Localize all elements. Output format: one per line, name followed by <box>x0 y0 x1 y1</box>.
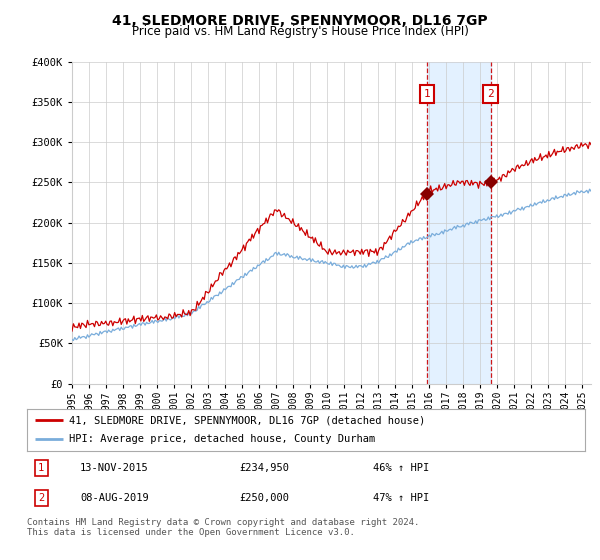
Text: 47% ↑ HPI: 47% ↑ HPI <box>373 493 429 503</box>
Text: £234,950: £234,950 <box>239 463 289 473</box>
Text: 2: 2 <box>487 89 494 99</box>
Text: 41, SLEDMORE DRIVE, SPENNYMOOR, DL16 7GP: 41, SLEDMORE DRIVE, SPENNYMOOR, DL16 7GP <box>112 14 488 28</box>
Text: 1: 1 <box>424 89 431 99</box>
Text: £250,000: £250,000 <box>239 493 289 503</box>
Bar <box>427 62 491 384</box>
Text: 08-AUG-2019: 08-AUG-2019 <box>80 493 149 503</box>
Text: Price paid vs. HM Land Registry's House Price Index (HPI): Price paid vs. HM Land Registry's House … <box>131 25 469 38</box>
Text: 2: 2 <box>38 493 44 503</box>
Text: Contains HM Land Registry data © Crown copyright and database right 2024.
This d: Contains HM Land Registry data © Crown c… <box>27 518 419 538</box>
Text: 41, SLEDMORE DRIVE, SPENNYMOOR, DL16 7GP (detached house): 41, SLEDMORE DRIVE, SPENNYMOOR, DL16 7GP… <box>69 415 425 425</box>
Text: 46% ↑ HPI: 46% ↑ HPI <box>373 463 429 473</box>
Text: 13-NOV-2015: 13-NOV-2015 <box>80 463 149 473</box>
Text: HPI: Average price, detached house, County Durham: HPI: Average price, detached house, Coun… <box>69 435 375 445</box>
Text: 1: 1 <box>38 463 44 473</box>
